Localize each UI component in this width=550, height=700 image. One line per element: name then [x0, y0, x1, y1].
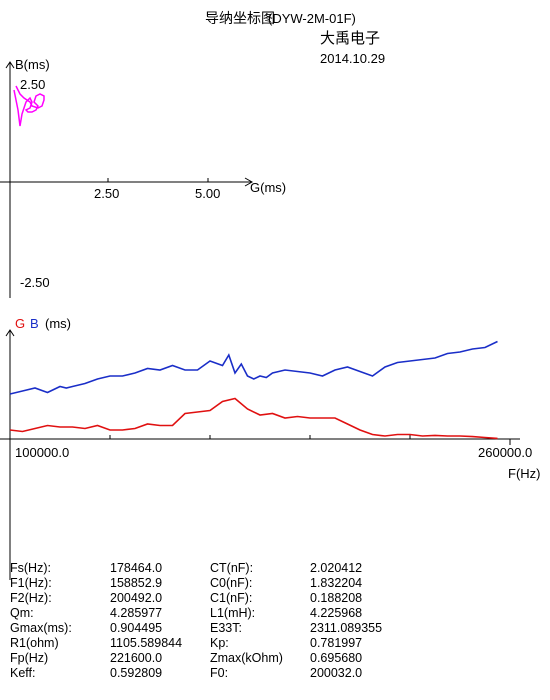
param-value: 0.904495 — [110, 621, 163, 635]
admittance-plot: B(ms) 2.50 -2.50 2.50 5.00 G(ms) — [0, 57, 286, 298]
param-value: 0.781997 — [310, 636, 363, 650]
param-label: Fs(Hz): — [10, 561, 51, 575]
model-code: (DYW-2M-01F) — [268, 11, 356, 26]
series-g-line — [9, 397, 498, 440]
b-axis-label: B(ms) — [15, 57, 50, 72]
param-label: Gmax(ms): — [10, 621, 72, 635]
param-label: Qm: — [10, 606, 34, 620]
param-label: CT(nF): — [210, 561, 254, 575]
legend-g: G — [15, 316, 25, 331]
param-value: 221600.0 — [110, 651, 163, 665]
param-value: 4.285977 — [110, 606, 163, 620]
chart-title: 导纳坐标图 — [205, 10, 275, 26]
param-label: C0(nF): — [210, 576, 253, 590]
param-value: 0.188208 — [310, 591, 363, 605]
param-value: 2311.089355 — [310, 621, 383, 635]
param-value: 4.225968 — [310, 606, 363, 620]
param-value: 0.592809 — [110, 666, 163, 680]
param-value: 200492.0 — [110, 591, 163, 605]
param-label: L1(mH): — [210, 606, 256, 620]
series-b-line — [9, 340, 498, 395]
g-tick-label: 2.50 — [94, 186, 119, 201]
frequency-plot: G B (ms) 100000.0 260000.0 F(Hz) — [0, 316, 541, 580]
freq-tick-label-right: 260000.0 — [478, 445, 532, 460]
param-value: 0.695680 — [310, 651, 363, 665]
param-label: E33T: — [210, 621, 242, 635]
param-label: R1(ohm) — [10, 636, 59, 650]
legend-b: B — [30, 316, 39, 331]
admittance-trace — [13, 85, 45, 127]
chart-date: 2014.10.29 — [320, 51, 386, 66]
legend-unit: (ms) — [45, 316, 71, 331]
param-label: F2(Hz): — [10, 591, 52, 605]
param-value: 158852.9 — [110, 576, 163, 590]
freq-y-axis-arrow-icon — [5, 329, 15, 337]
freq-axis-label: F(Hz) — [508, 466, 541, 481]
g-axis-label: G(ms) — [250, 180, 286, 195]
b-tick-label: 2.50 — [20, 77, 45, 92]
b-tick-label: -2.50 — [20, 275, 50, 290]
param-label: Zmax(kOhm) — [210, 651, 283, 665]
b-axis-arrow-icon — [5, 61, 15, 69]
g-tick-label: 5.00 — [195, 186, 220, 201]
param-value: 1105.589844 — [110, 636, 183, 650]
param-value: 178464.0 — [110, 561, 163, 575]
g-axis-arrow-icon — [244, 177, 254, 187]
param-label: Fp(Hz) — [10, 651, 49, 665]
param-label: C1(nF): — [210, 591, 253, 605]
param-value: 2.020412 — [310, 561, 363, 575]
param-label: Kp: — [210, 636, 229, 650]
param-label: F0: — [210, 666, 229, 680]
param-value: 1.832204 — [310, 576, 363, 590]
param-label: Keff: — [10, 666, 36, 680]
param-value: 200032.0 — [310, 666, 363, 680]
param-label: F1(Hz): — [10, 576, 52, 590]
company-name: 大禹电子 — [320, 30, 381, 47]
freq-tick-label-left: 100000.0 — [15, 445, 69, 460]
